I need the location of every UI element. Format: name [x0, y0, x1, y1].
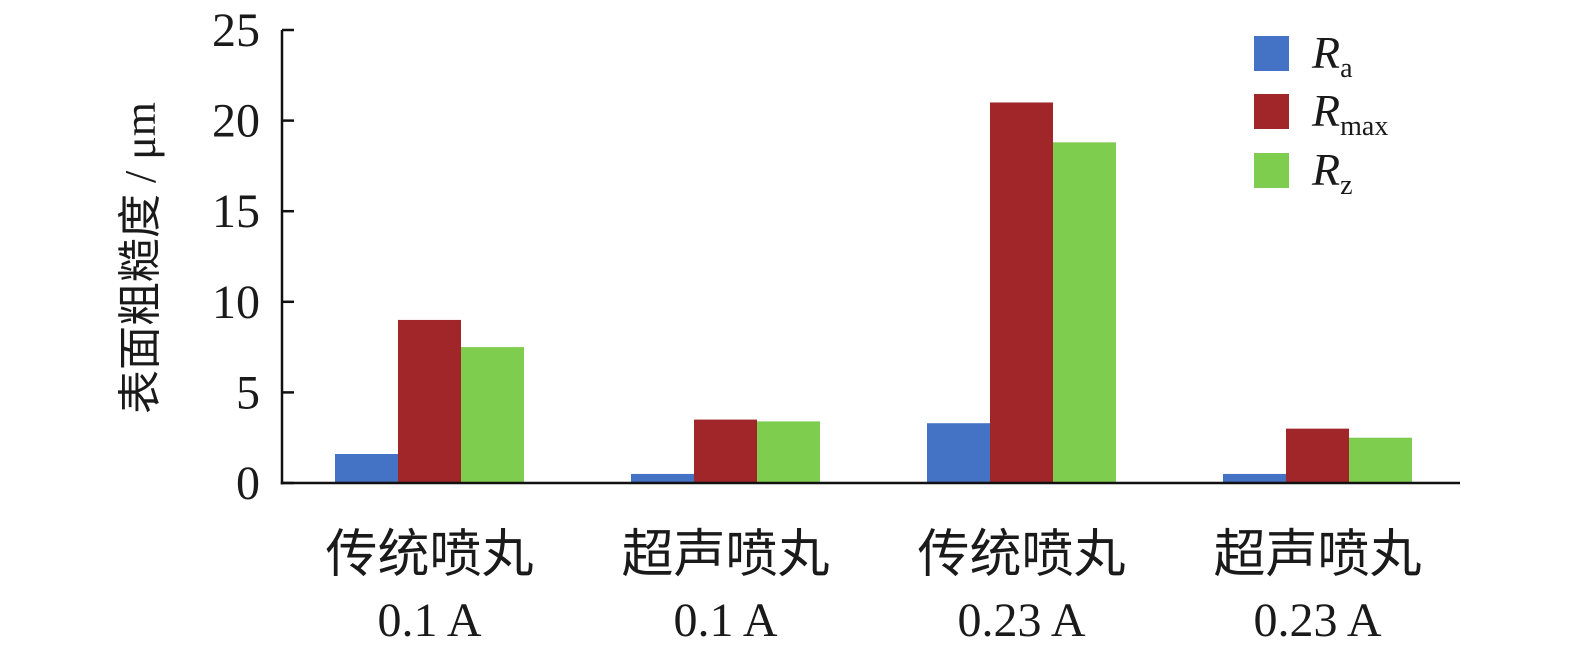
legend-label-rmax: Rmax: [1311, 85, 1388, 142]
category-label-1-line2: 0.1 A: [673, 594, 777, 647]
legend-swatch-rmax: [1254, 94, 1289, 129]
category-label-2-line2: 0.23 A: [957, 594, 1085, 647]
y-axis-label: 表面粗糙度 / μm: [116, 102, 165, 414]
bar-ra-3: [1223, 473, 1286, 483]
bar-rz-2: [1053, 142, 1116, 483]
bar-rmax-2: [990, 102, 1053, 483]
y-tick-label-10: 10: [212, 276, 260, 329]
legend-label-ra: Ra: [1311, 27, 1353, 84]
y-tick-label-0: 0: [236, 457, 260, 510]
legend-label-rz: Rz: [1311, 144, 1353, 201]
axes-layer: [280, 30, 1460, 485]
bar-rmax-1: [694, 419, 757, 483]
y-tick-label-5: 5: [236, 366, 260, 419]
legend-swatch-ra: [1254, 36, 1289, 71]
category-label-2-line1: 传统喷丸: [917, 527, 1125, 584]
bar-ra-1: [631, 473, 694, 483]
legend-swatch-rz: [1254, 153, 1289, 188]
bar-ra-0: [335, 454, 398, 483]
category-label-0-line1: 传统喷丸: [325, 527, 533, 584]
y-tick-label-25: 25: [212, 4, 260, 57]
bar-rmax-0: [398, 319, 461, 483]
y-tick-label-20: 20: [212, 95, 260, 148]
bar-rz-1: [757, 421, 820, 483]
category-label-1-line1: 超声喷丸: [621, 527, 829, 584]
category-label-3-line2: 0.23 A: [1253, 594, 1381, 647]
category-label-3-line1: 超声喷丸: [1213, 527, 1421, 584]
category-label-0-line2: 0.1 A: [377, 594, 481, 647]
y-tick-label-15: 15: [212, 185, 260, 238]
category-labels-layer: 传统喷丸 0.1 A 超声喷丸 0.1 A 传统喷丸 0.23 A 超声喷丸 0.23 A: [325, 527, 1421, 647]
y-ticks-layer: 0 5 10 15 20 25: [212, 4, 294, 510]
bars-layer: [335, 102, 1412, 483]
bar-rz-3: [1349, 437, 1412, 483]
bar-rz-0: [461, 347, 524, 483]
bar-rmax-3: [1286, 428, 1349, 483]
bar-ra-2: [927, 423, 990, 483]
